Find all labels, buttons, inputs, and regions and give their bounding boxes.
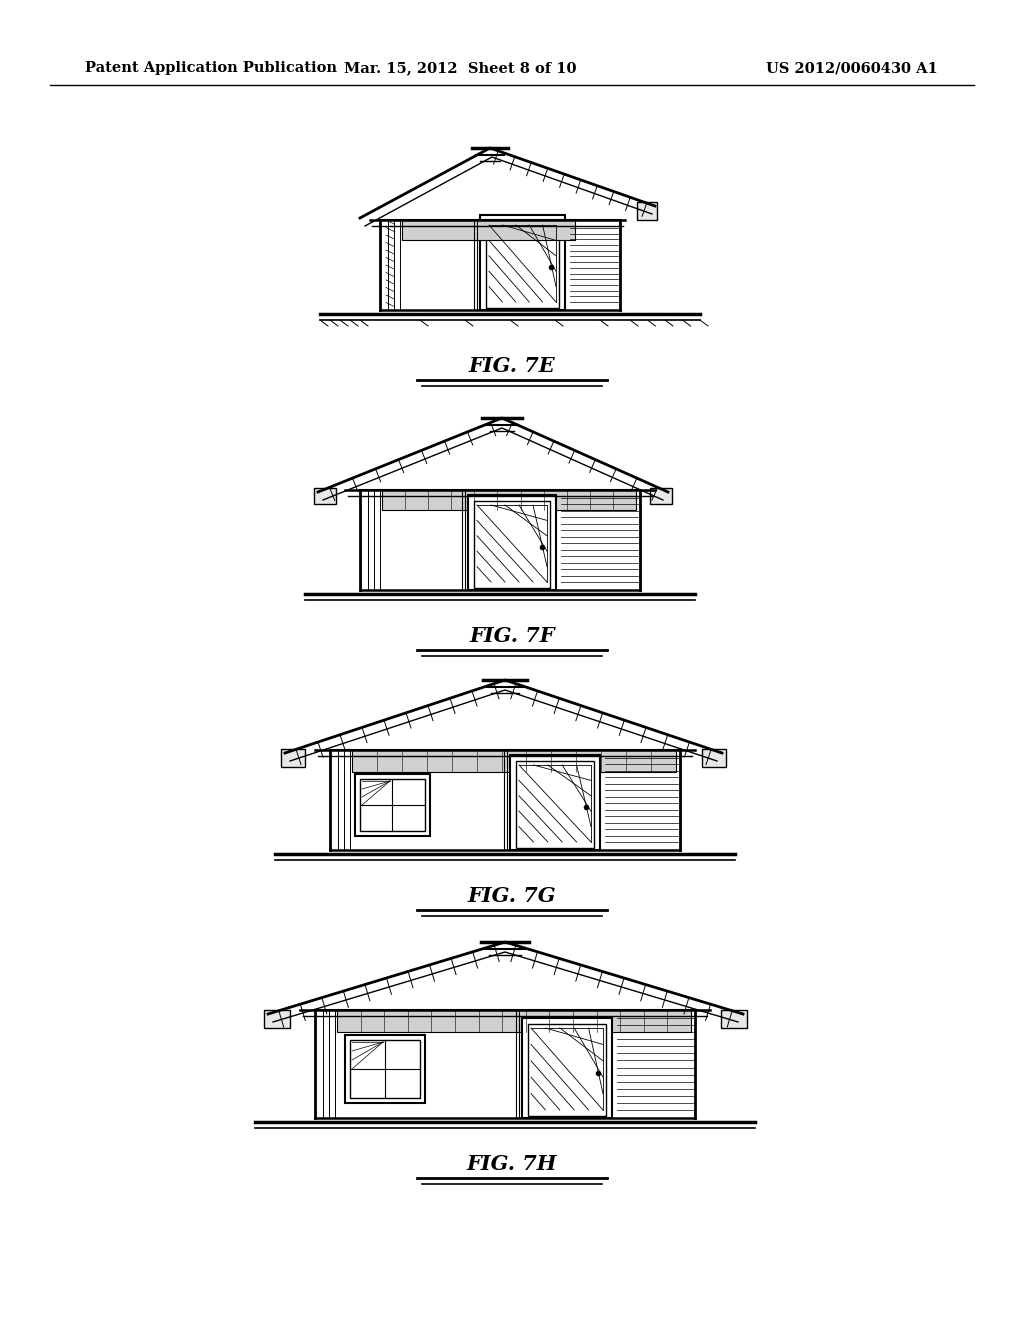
Text: Patent Application Publication: Patent Application Publication [85,61,337,75]
Bar [382,490,636,510]
Bar [350,1040,420,1098]
Text: Mar. 15, 2012  Sheet 8 of 10: Mar. 15, 2012 Sheet 8 of 10 [344,61,577,75]
Bar [486,220,559,308]
Bar [474,502,550,587]
Bar [516,762,594,847]
Bar [480,215,565,310]
Text: FIG. 7G: FIG. 7G [468,886,556,906]
Text: FIG. 7H: FIG. 7H [467,1154,557,1173]
Bar [264,1010,290,1028]
Bar [510,755,600,850]
Bar [281,748,305,767]
Bar [355,774,430,836]
Bar [314,488,336,504]
Bar [337,1010,691,1032]
Bar [402,220,575,240]
Bar [637,202,657,220]
Bar [345,1035,425,1104]
Bar [721,1010,746,1028]
Bar [522,1018,612,1118]
Text: FIG. 7F: FIG. 7F [469,626,555,645]
Bar [650,488,672,504]
Text: FIG. 7E: FIG. 7E [469,356,555,376]
Bar [468,495,556,590]
Bar [528,1024,606,1115]
Bar [352,750,676,772]
Bar [360,779,425,832]
Bar [702,748,726,767]
Text: US 2012/0060430 A1: US 2012/0060430 A1 [766,61,938,75]
